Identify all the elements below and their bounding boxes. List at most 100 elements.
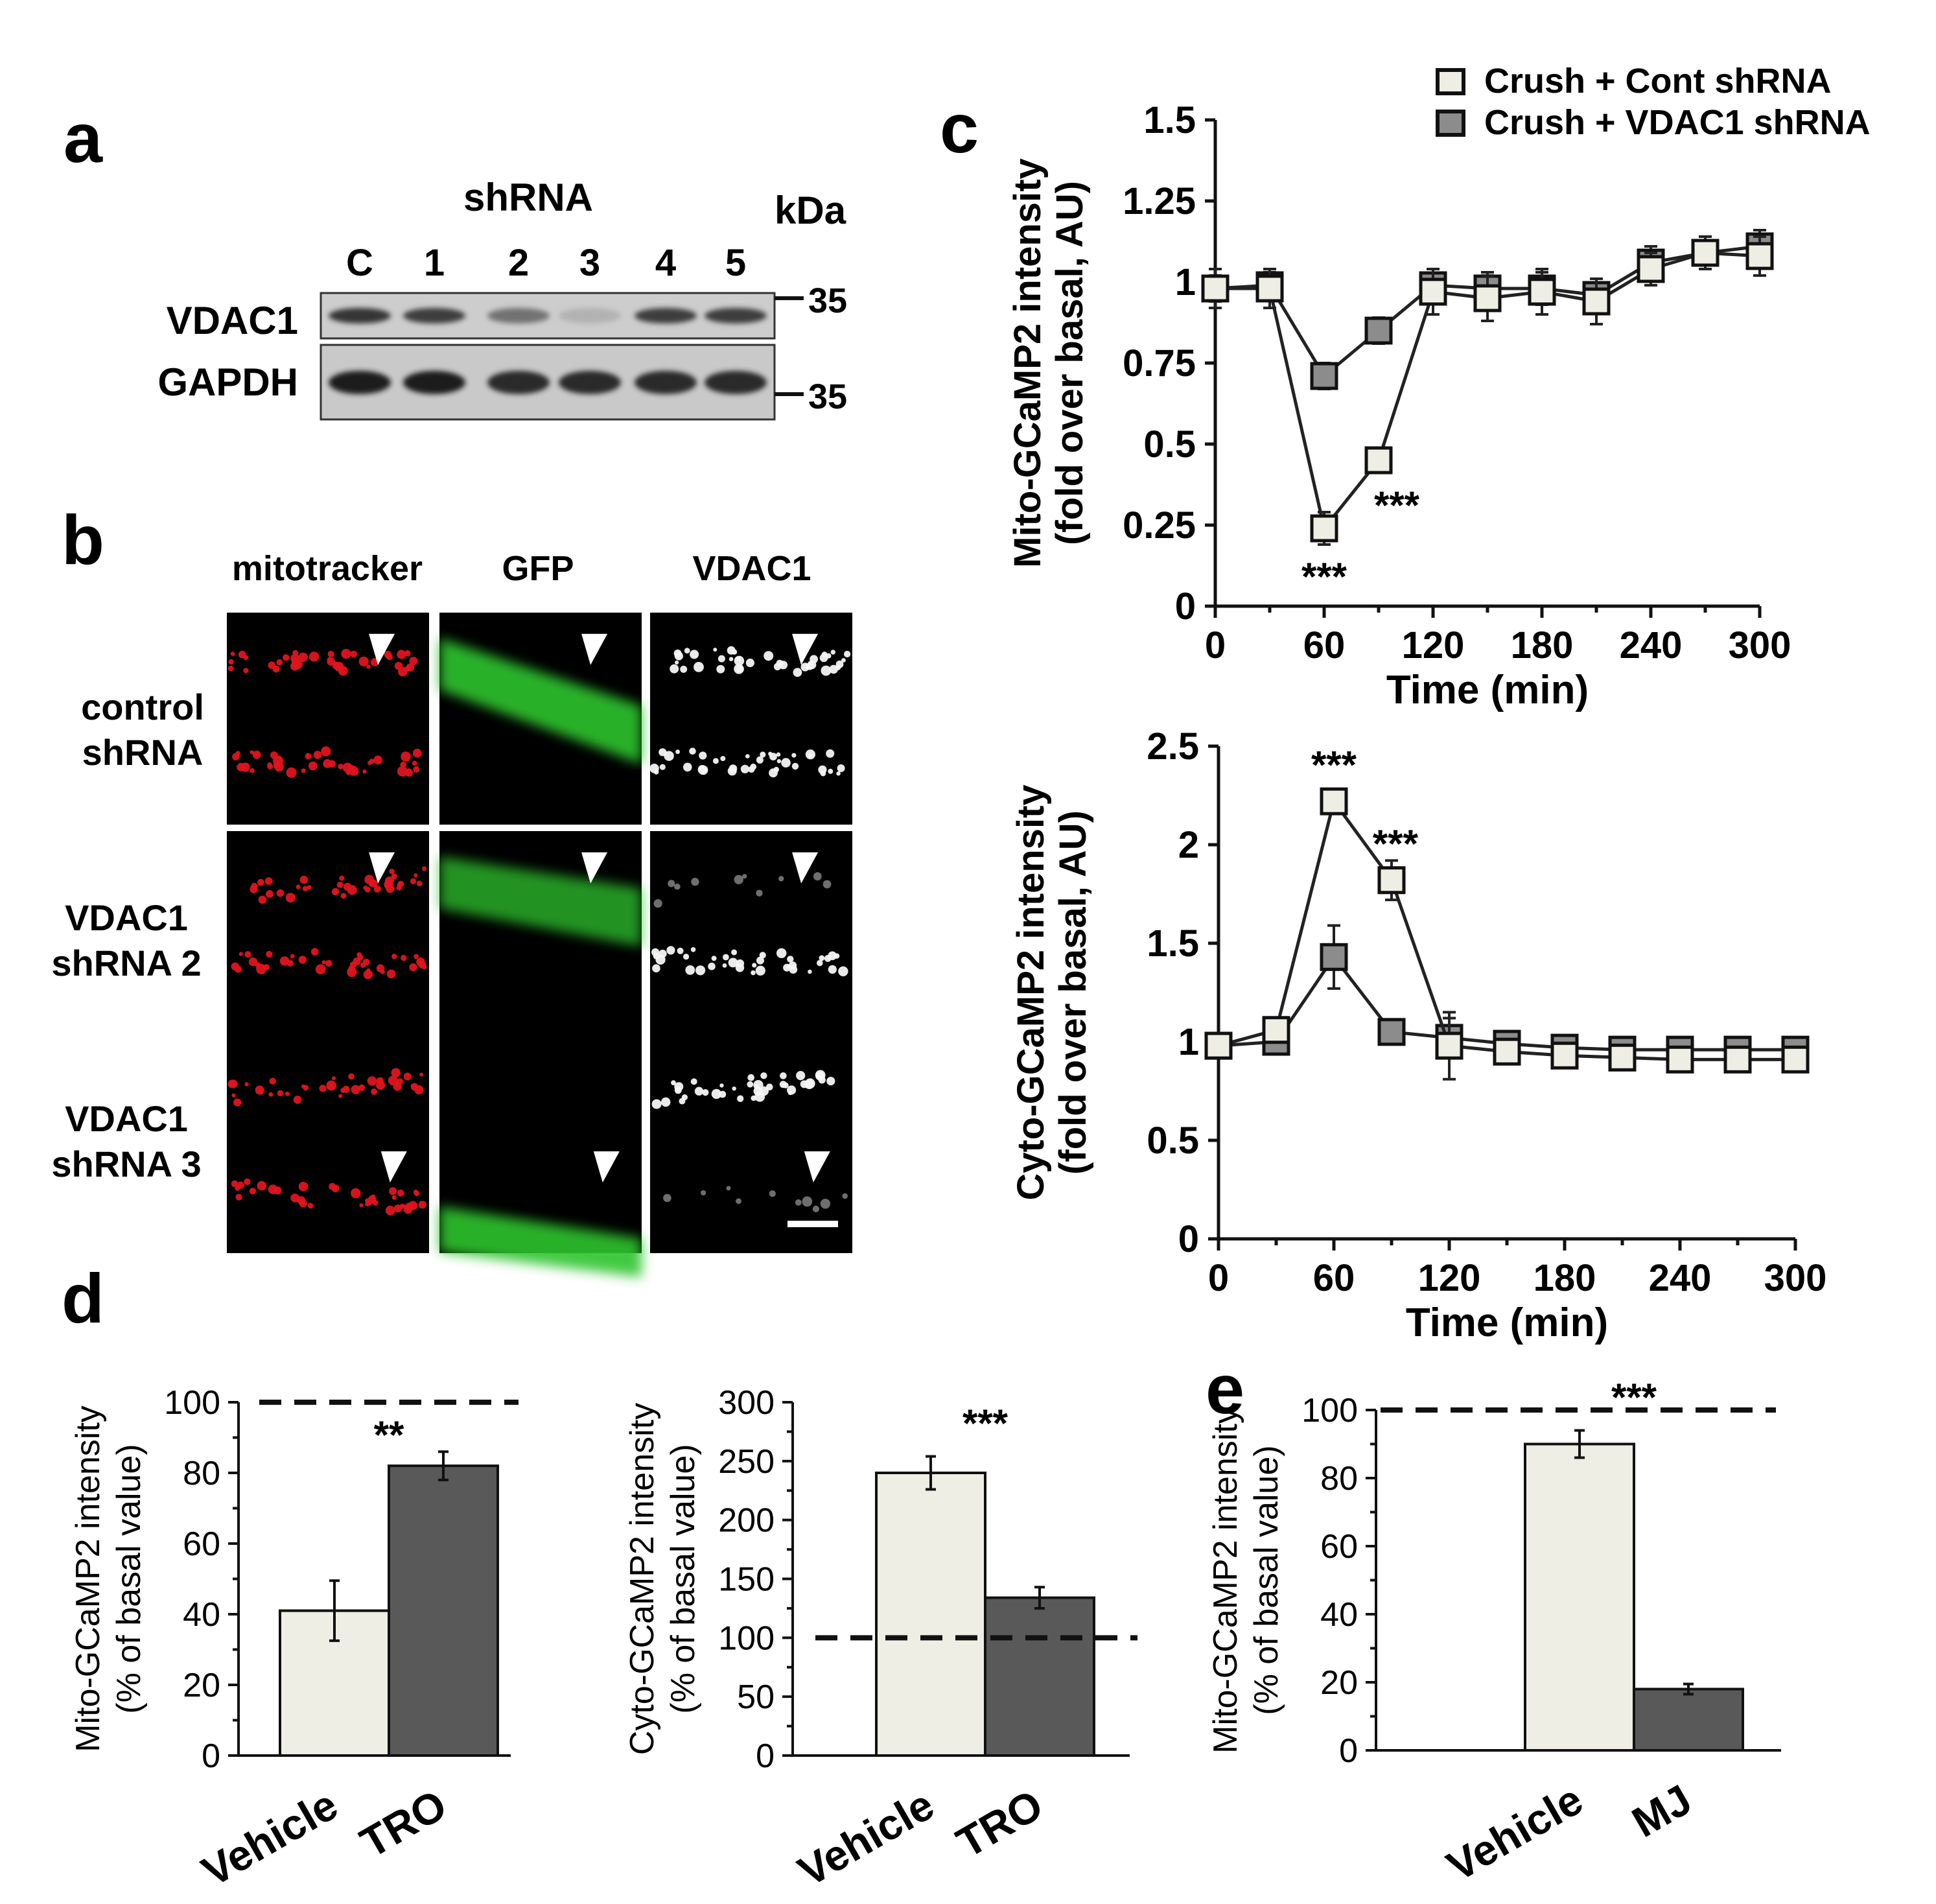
fluorescent-puncta [249, 1188, 257, 1195]
fluorescent-puncta [800, 663, 810, 672]
fluorescent-puncta [228, 659, 234, 665]
fluorescent-puncta [258, 1089, 264, 1095]
x-tick-label: 240 [1649, 1257, 1712, 1299]
fluorescent-puncta [348, 965, 354, 971]
y-tick-label: 20 [1320, 1664, 1358, 1702]
significance-marker: *** [1373, 822, 1419, 865]
fluorescent-puncta [363, 886, 367, 890]
y-tick-label: 0 [1175, 585, 1196, 628]
y-tick-label: 0.5 [1143, 423, 1196, 465]
fluorescent-puncta [780, 1072, 787, 1079]
fluorescent-puncta [235, 1193, 242, 1201]
fluorescent-puncta [679, 1098, 686, 1105]
fluorescent-puncta [307, 1203, 314, 1209]
fluorescent-puncta [371, 1088, 377, 1095]
fluorescent-puncta [734, 875, 743, 885]
x-tick-label: 0 [1208, 1257, 1229, 1299]
fluorescent-puncta [737, 1095, 744, 1102]
fluorescent-puncta [764, 651, 774, 661]
fluorescent-puncta [336, 882, 344, 888]
arrowhead-marker [804, 1151, 830, 1183]
fluorescent-puncta [391, 1068, 401, 1077]
fluorescent-puncta [747, 1081, 754, 1088]
fluorescent-puncta [327, 657, 336, 666]
fluorescent-puncta [690, 1078, 697, 1085]
y-tick-label: 0 [202, 1737, 220, 1775]
fluorescent-puncta [683, 762, 692, 772]
data-point [1262, 1016, 1290, 1044]
fluorescent-puncta [332, 889, 338, 895]
fluorescent-puncta [742, 874, 747, 879]
fluorescent-puncta [651, 1099, 662, 1109]
fluorescent-puncta [313, 751, 322, 759]
fluorescent-puncta [391, 873, 397, 880]
fluorescent-puncta [389, 869, 395, 875]
x-axis-label: Time (min) [1386, 668, 1589, 712]
fluorescent-puncta [266, 890, 274, 898]
fluorescent-puncta [671, 1080, 676, 1086]
fluorescent-puncta [659, 748, 667, 757]
fluorescent-puncta [821, 665, 832, 676]
blot-band [487, 308, 550, 323]
arrowhead-marker [593, 1151, 620, 1183]
fluorescent-puncta [305, 753, 312, 760]
fluorescent-puncta [653, 769, 659, 775]
fluorescent-puncta [301, 1084, 306, 1088]
fluorescent-puncta [384, 882, 393, 890]
arrowhead-marker [369, 852, 395, 884]
data-point [1550, 1041, 1579, 1070]
data-point [1666, 1045, 1694, 1074]
fluorescent-puncta [366, 664, 371, 669]
panel-a-letter: a [64, 99, 103, 177]
fluorescent-puncta [760, 751, 766, 758]
fluorescent-puncta [698, 765, 708, 775]
fluorescent-puncta [397, 1078, 403, 1085]
fluorescent-puncta [376, 1081, 385, 1090]
y-tick-label: 80 [1320, 1460, 1358, 1498]
fluorescent-puncta [817, 959, 823, 967]
fluorescent-puncta [651, 948, 660, 956]
fluorescent-puncta [675, 660, 679, 665]
data-point [1781, 1045, 1810, 1074]
fluorescent-puncta [410, 1083, 419, 1091]
fluorescent-puncta [307, 885, 312, 890]
fluorescent-puncta [388, 1075, 398, 1086]
blot-band [705, 308, 767, 323]
y-axis-label: Mito-GCaMP2 intensity [69, 1405, 107, 1752]
y-axis-label: Cyto-GCaMP2 intensity [624, 1403, 661, 1755]
fluorescent-puncta [691, 878, 699, 886]
blot-band [559, 308, 621, 323]
fluorescent-puncta [370, 1194, 376, 1200]
y-axis-label: (fold over basal, AU) [1049, 181, 1091, 545]
fluorescent-puncta [243, 668, 249, 674]
fluorescent-puncta [367, 1076, 377, 1086]
fluorescent-puncta [373, 755, 382, 765]
arrowhead-marker [792, 852, 819, 884]
y-axis-label: Mito-GCaMP2 intensity [1207, 1407, 1244, 1754]
fluorescent-puncta [366, 1199, 372, 1206]
significance-marker: *** [1374, 484, 1420, 527]
fluorescent-puncta [659, 764, 666, 770]
fluorescent-puncta [401, 751, 411, 762]
x-tick-label: 180 [1511, 624, 1574, 666]
fluorescent-puncta [404, 768, 413, 777]
fluorescent-puncta [268, 1092, 274, 1097]
fluorescent-puncta [677, 947, 684, 954]
column-label: GFP [502, 549, 574, 588]
arrowhead-marker [581, 633, 608, 665]
fluorescent-puncta [401, 1204, 406, 1208]
fluorescent-puncta [414, 873, 418, 878]
fluorescent-puncta [778, 876, 784, 882]
y-tick-label: 80 [183, 1455, 220, 1492]
fluorescent-puncta [759, 952, 766, 959]
fluorescent-puncta [362, 769, 367, 774]
micrograph-tile [227, 831, 429, 1043]
fluorescent-puncta [351, 1188, 361, 1199]
fluorescent-puncta [745, 658, 754, 668]
fluorescent-puncta [240, 762, 250, 772]
x-tick-label: 180 [1534, 1257, 1596, 1299]
micrograph-tile [227, 613, 429, 825]
fluorescent-puncta [719, 1083, 724, 1088]
fluorescent-puncta [326, 1080, 336, 1091]
